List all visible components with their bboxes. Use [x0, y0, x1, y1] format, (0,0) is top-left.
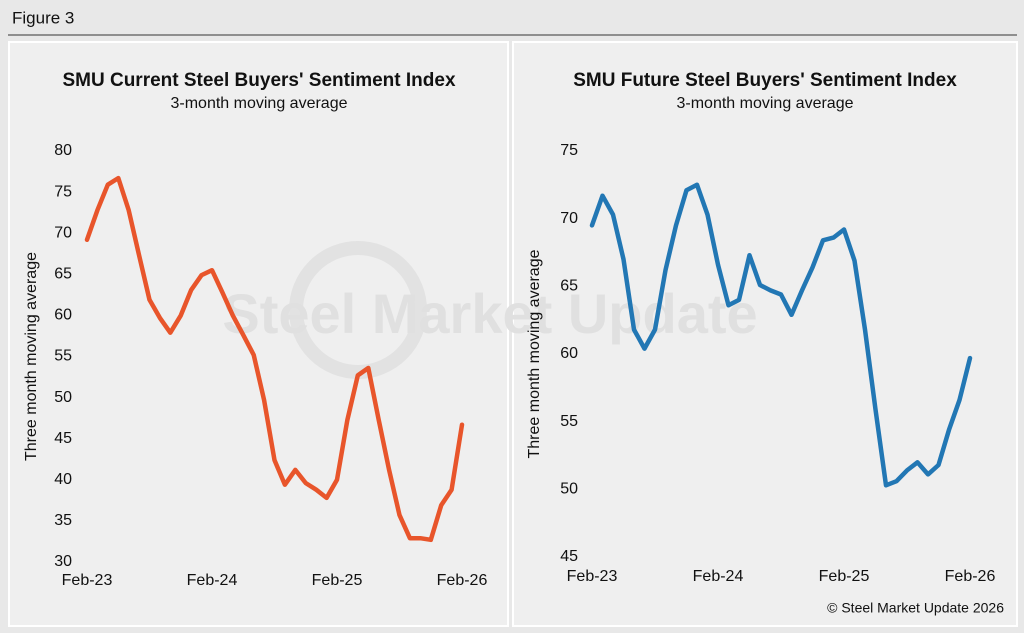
data-line: [589, 182, 973, 488]
data-line: [84, 175, 465, 543]
y-tick-label: 55: [54, 348, 72, 365]
y-tick-label: 60: [560, 345, 578, 362]
y-tick-label: 75: [54, 183, 72, 200]
source: © Steel Market Update 2026: [827, 600, 1004, 616]
chart-title: SMU Current Steel Buyers' Sentiment Inde…: [62, 70, 455, 91]
x-tick-label: Feb-25: [312, 572, 363, 589]
y-axis-label: Three month moving average: [526, 249, 543, 458]
y-tick-label: 55: [560, 413, 578, 430]
y-tick-label: 65: [560, 278, 578, 295]
chart-title: SMU Future Steel Buyers' Sentiment Index: [573, 70, 957, 91]
y-axis-label: Three month moving average: [23, 252, 40, 461]
y-tick-label: 45: [560, 548, 578, 565]
x-tick-label: Feb-24: [693, 568, 744, 585]
panel: [8, 41, 509, 627]
chart-subtitle: 3-month moving average: [171, 95, 348, 112]
y-tick-label: 80: [54, 142, 72, 159]
y-tick-label: 70: [54, 224, 72, 241]
x-tick-label: Feb-23: [62, 572, 113, 589]
y-tick-label: 45: [54, 430, 72, 447]
y-tick-label: 65: [54, 266, 72, 283]
y-tick-label: 75: [560, 142, 578, 159]
y-tick-label: 70: [560, 210, 578, 227]
x-tick-label: Feb-26: [437, 572, 488, 589]
figure-label: Figure 3: [12, 8, 74, 27]
y-tick-label: 60: [54, 307, 72, 324]
panel: [512, 41, 1018, 627]
x-tick-label: Feb-24: [187, 572, 238, 589]
x-tick-label: Feb-25: [819, 568, 870, 585]
y-tick-label: 35: [54, 512, 72, 529]
chart-subtitle: 3-month moving average: [677, 95, 854, 112]
y-tick-label: 40: [54, 471, 72, 488]
y-tick-label: 30: [54, 553, 72, 570]
y-tick-label: 50: [560, 481, 578, 498]
x-tick-label: Feb-26: [945, 568, 996, 585]
y-tick-label: 50: [54, 389, 72, 406]
x-tick-label: Feb-23: [567, 568, 618, 585]
watermark-logo: [289, 241, 427, 379]
watermark: Steel Market Update: [222, 282, 757, 345]
